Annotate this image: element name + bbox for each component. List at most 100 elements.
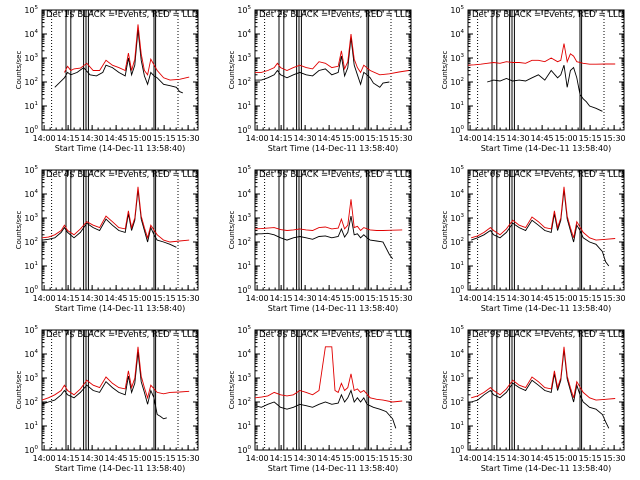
events-series-line (255, 37, 390, 88)
x-tick-label: 15:30 (177, 294, 200, 303)
x-tick-label: 15:30 (603, 454, 626, 463)
lld-series-line (254, 346, 403, 403)
panel-title: Det 6$ BLACK = Events, RED = LLD (472, 170, 625, 180)
x-tick-label: 15:15 (153, 454, 176, 463)
y-tick-label: 101 (24, 101, 38, 111)
x-tick-label: 14:45 (105, 134, 128, 143)
x-tick-label: 14:00 (33, 294, 56, 303)
panel-title: Det 8$ BLACK = Events, RED = LLD (259, 330, 412, 340)
events-series-line (471, 349, 610, 429)
x-tick-label: 14:00 (246, 134, 269, 143)
y-tick-label: 103 (24, 373, 38, 383)
x-tick-label: 14:00 (33, 134, 56, 143)
y-tick-label: 101 (450, 261, 464, 271)
x-tick-label: 15:30 (390, 454, 413, 463)
x-tick-label: 14:15 (270, 134, 293, 143)
events-series-line (255, 216, 393, 260)
y-tick-label: 100 (237, 285, 251, 295)
y-axis-label: Counts/sec (228, 211, 236, 250)
x-axis-label: Start Time (14-Dec-11 13:58:40) (481, 304, 612, 313)
x-tick-label: 14:15 (483, 294, 506, 303)
y-tick-label: 103 (450, 373, 464, 383)
lld-series-line (467, 43, 616, 66)
plot-frame (254, 9, 412, 131)
y-tick-label: 103 (24, 213, 38, 223)
y-tick-label: 102 (450, 397, 464, 407)
y-tick-label: 104 (237, 189, 251, 199)
y-tick-label: 100 (450, 285, 464, 295)
x-tick-label: 14:15 (57, 454, 80, 463)
x-tick-label: 14:45 (318, 454, 341, 463)
y-tick-label: 101 (450, 421, 464, 431)
x-tick-label: 15:15 (153, 294, 176, 303)
x-tick-label: 14:45 (531, 294, 554, 303)
x-tick-label: 14:45 (318, 134, 341, 143)
x-tick-label: 14:30 (507, 134, 530, 143)
y-axis-label: Counts/sec (15, 211, 23, 250)
x-tick-label: 15:00 (342, 134, 365, 143)
y-axis-label: Counts/sec (15, 371, 23, 410)
lld-series-line (254, 199, 403, 232)
x-tick-label: 14:00 (459, 294, 482, 303)
lld-series-line (255, 33, 409, 76)
x-tick-label: 15:30 (390, 134, 413, 143)
plot-frame (467, 169, 625, 291)
y-tick-label: 105 (24, 165, 38, 175)
plot-frame (254, 169, 412, 291)
x-tick-label: 15:15 (366, 134, 389, 143)
y-tick-label: 100 (450, 445, 464, 455)
y-tick-label: 100 (24, 445, 38, 455)
y-tick-label: 105 (450, 165, 464, 175)
x-tick-label: 14:45 (531, 454, 554, 463)
x-tick-label: 14:15 (270, 294, 293, 303)
y-tick-label: 105 (450, 325, 464, 335)
x-tick-label: 15:00 (555, 134, 578, 143)
panel-title: Det 3$ BLACK = Events, RED = LLD (472, 10, 625, 20)
y-tick-label: 101 (237, 101, 251, 111)
x-tick-label: 15:30 (603, 134, 626, 143)
y-tick-label: 102 (450, 77, 464, 87)
y-tick-label: 100 (237, 125, 251, 135)
x-tick-label: 14:30 (81, 134, 104, 143)
y-tick-label: 100 (237, 445, 251, 455)
x-tick-label: 15:30 (177, 134, 200, 143)
x-tick-label: 15:00 (129, 454, 152, 463)
x-tick-label: 14:45 (105, 294, 128, 303)
x-tick-label: 14:15 (270, 454, 293, 463)
x-tick-label: 14:45 (531, 134, 554, 143)
plot-frame (254, 329, 412, 451)
x-axis-label: Start Time (14-Dec-11 13:58:40) (481, 144, 612, 153)
y-tick-label: 104 (450, 349, 464, 359)
panel-title: Det 1$ BLACK = Events, RED = LLD (46, 10, 199, 20)
x-axis-label: Start Time (14-Dec-11 13:58:40) (55, 304, 186, 313)
x-tick-label: 15:15 (366, 294, 389, 303)
x-tick-label: 14:30 (294, 454, 317, 463)
panel-title: Det 9$ BLACK = Events, RED = LLD (472, 330, 625, 340)
x-tick-label: 14:00 (246, 294, 269, 303)
events-series-line (41, 189, 177, 248)
y-tick-label: 101 (24, 421, 38, 431)
y-tick-label: 104 (24, 349, 38, 359)
x-tick-label: 15:15 (579, 134, 602, 143)
x-tick-label: 14:00 (459, 134, 482, 143)
x-tick-label: 15:00 (129, 134, 152, 143)
lld-series-line (41, 186, 190, 243)
x-axis-label: Start Time (14-Dec-11 13:58:40) (481, 464, 612, 473)
y-axis-label: Counts/sec (228, 51, 236, 90)
x-tick-label: 14:30 (81, 294, 104, 303)
x-tick-label: 15:15 (153, 134, 176, 143)
y-tick-label: 102 (450, 237, 464, 247)
y-tick-label: 105 (450, 5, 464, 15)
x-tick-label: 15:30 (177, 454, 200, 463)
y-tick-label: 105 (237, 325, 251, 335)
y-tick-label: 103 (237, 53, 251, 63)
x-tick-label: 14:15 (57, 294, 80, 303)
events-series-line (487, 65, 603, 112)
x-tick-label: 14:00 (459, 454, 482, 463)
y-axis-label: Counts/sec (441, 371, 449, 410)
